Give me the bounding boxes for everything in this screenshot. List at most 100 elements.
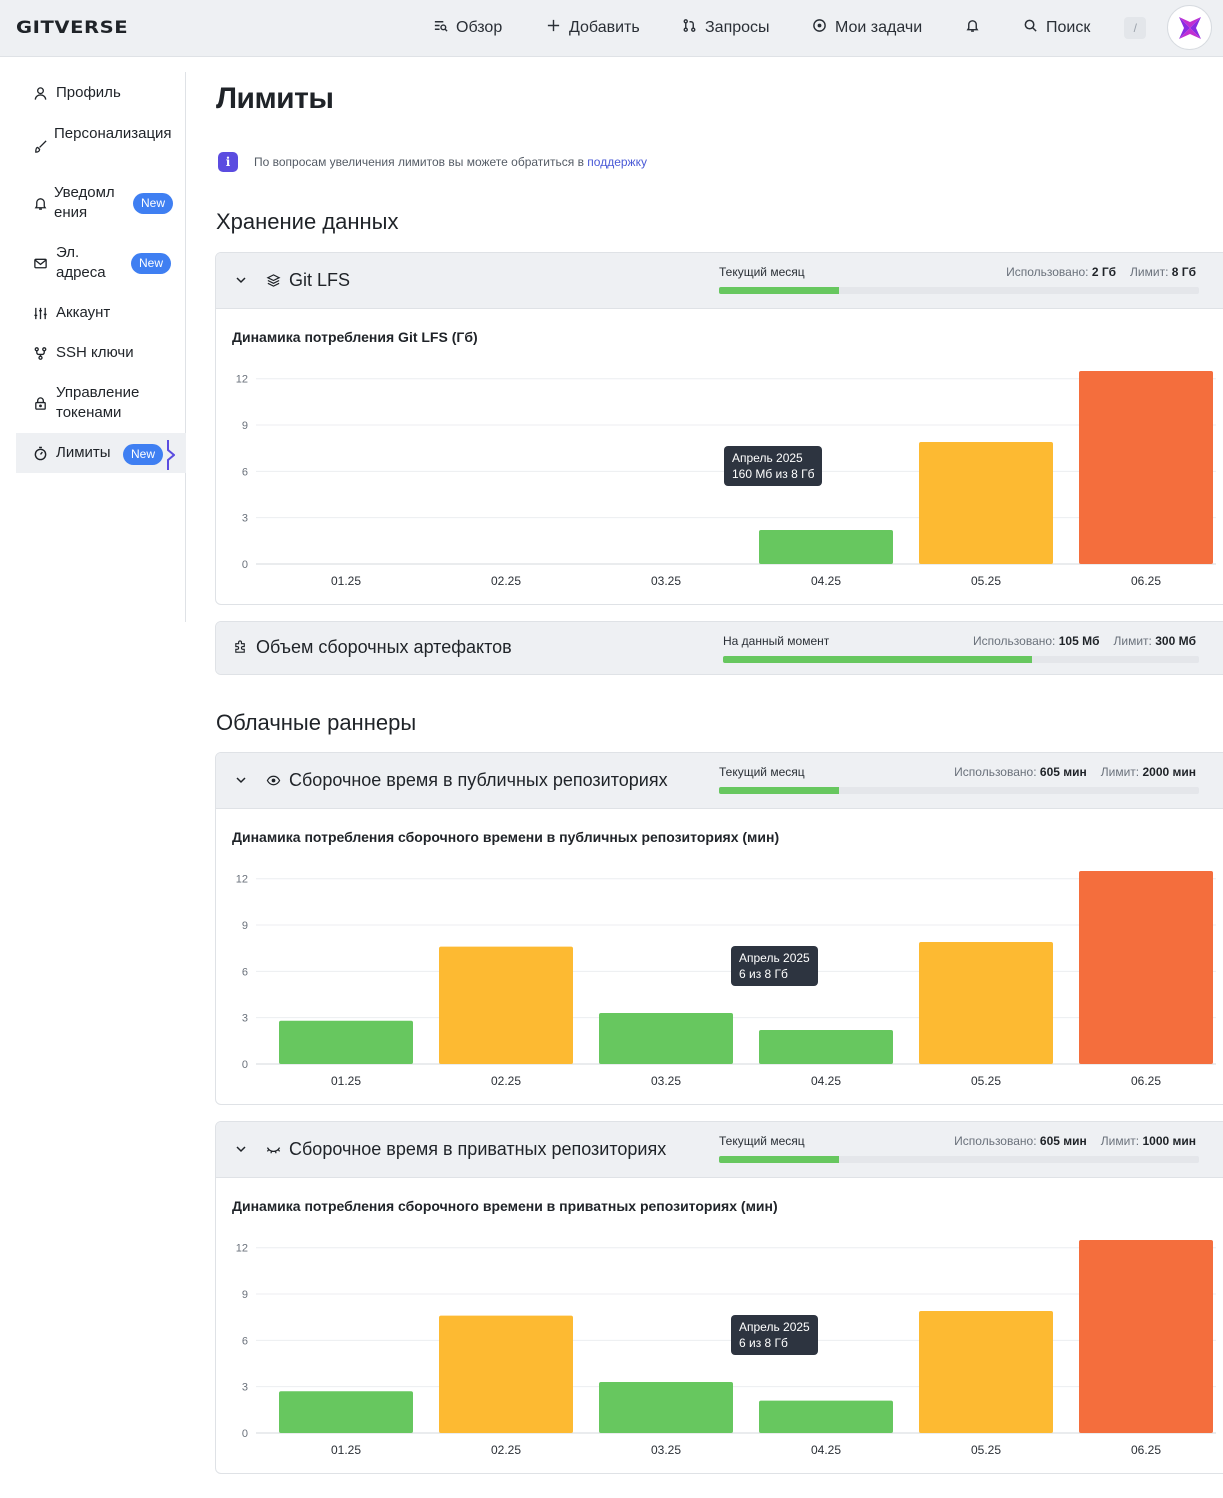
bar-06.25 (1079, 371, 1213, 564)
x-tick-label: 02.25 (491, 1443, 521, 1457)
y-tick-label: 3 (242, 1013, 248, 1025)
sidebar-item-tokens[interactable]: Управление токенами (16, 382, 186, 424)
issue-icon (812, 18, 827, 38)
bar-05.25 (919, 442, 1053, 564)
y-tick-label: 12 (236, 1243, 248, 1255)
bar-03.25 (599, 1382, 733, 1433)
info-banner: i По вопросам увеличения лимитов вы може… (218, 152, 647, 172)
sidebar-item-notifications[interactable]: Уведомл ения New (16, 182, 186, 224)
y-tick-label: 0 (242, 559, 248, 571)
new-badge: New (131, 253, 172, 274)
sidebar-item-label: SSH ключи (56, 344, 134, 361)
sidebar-item-label: Уведомл ения (54, 184, 115, 221)
panel-header[interactable]: Git LFS Текущий месяц Использовано: 2 Гб… (216, 253, 1223, 309)
sidebar-item-limits[interactable]: Лимиты New (16, 433, 186, 473)
chart-title: Динамика потребления Git LFS (Гб) (232, 329, 478, 345)
info-icon: i (218, 152, 238, 172)
sidebar-item-label: Управление токенами (56, 384, 140, 421)
support-link[interactable]: поддержку (587, 155, 647, 169)
usage-progress-bar (719, 287, 1199, 294)
y-tick-label: 9 (242, 920, 248, 932)
chevron-down-icon[interactable] (234, 1142, 248, 1156)
bar-04.25 (759, 1400, 893, 1433)
avatar-logo-icon (1178, 16, 1201, 39)
sidebar-item-ssh-keys[interactable]: SSH ключи (16, 342, 186, 364)
y-tick-label: 6 (242, 966, 248, 978)
bar-01.25 (279, 1391, 413, 1433)
sidebar-item-label: Аккаунт (56, 304, 111, 321)
panel-title: Git LFS (289, 270, 351, 290)
y-tick-label: 9 (242, 1289, 248, 1301)
x-tick-label: 01.25 (331, 1074, 361, 1088)
panel-header[interactable]: Сборочное время в публичных репозиториях… (216, 753, 1223, 809)
nav-requests[interactable]: Запросы (682, 17, 770, 39)
eye-icon (266, 775, 281, 786)
x-tick-label: 01.25 (331, 574, 361, 588)
x-tick-label: 05.25 (971, 1074, 1001, 1088)
private-build-time-chart: 0 3 6 9 12 01.25 02.25 03.25 04.25 05.25 06.25 (236, 1240, 1216, 1457)
x-tick-label: 04.25 (811, 1074, 841, 1088)
y-tick-label: 9 (242, 420, 248, 432)
avatar[interactable] (1167, 5, 1212, 50)
timer-icon (32, 445, 48, 461)
sidebar-item-profile[interactable]: Профиль (16, 82, 186, 104)
chevron-down-icon[interactable] (234, 773, 248, 787)
x-tick-label: 06.25 (1131, 1074, 1161, 1088)
panel-public-build-time: Сборочное время в публичных репозиториях… (215, 752, 1223, 1105)
usage-text: Использовано: 605 мин Лимит: 1000 мин (954, 1134, 1196, 1148)
bar-06.25 (1079, 1240, 1213, 1433)
usage-text: Использовано: 2 Гб Лимит: 8 Гб (1006, 265, 1196, 279)
overview-icon (433, 18, 448, 38)
chart-title: Динамика потребления сборочного времени … (232, 829, 780, 845)
x-tick-label: 01.25 (331, 1443, 361, 1457)
notifications-button[interactable] (965, 17, 980, 39)
usage-text: Использовано: 105 Мб Лимит: 300 Мб (973, 634, 1196, 648)
search-button[interactable]: Поиск / (1023, 17, 1147, 39)
bar-04.25 (759, 1030, 893, 1064)
search-icon (1023, 18, 1038, 38)
y-tick-label: 0 (242, 1059, 248, 1071)
new-badge: New (123, 444, 164, 465)
x-tick-label: 04.25 (811, 1443, 841, 1457)
sidebar-item-emails[interactable]: Эл. адреса New (16, 242, 186, 284)
chevron-down-icon[interactable] (234, 273, 248, 287)
y-tick-label: 3 (242, 1382, 248, 1394)
x-tick-label: 06.25 (1131, 1443, 1161, 1457)
usage-text: Использовано: 605 мин Лимит: 2000 мин (954, 765, 1196, 779)
nav-overview[interactable]: Обзор (433, 17, 502, 39)
new-badge: New (133, 193, 174, 214)
search-shortcut: / (1124, 17, 1147, 39)
nav-add-label: Добавить (569, 19, 640, 36)
bar-02.25 (439, 1315, 573, 1433)
logo[interactable]: GITVERSE (16, 18, 129, 38)
public-build-time-chart: 0 3 6 9 12 01.25 02.25 03.25 04.25 05.25 06.25 (236, 871, 1216, 1088)
bar-05.25 (919, 1311, 1053, 1433)
x-tick-label: 03.25 (651, 1443, 681, 1457)
nav-my-tasks[interactable]: Мои задачи (812, 17, 922, 39)
key-icon (32, 345, 48, 361)
period-label: На данный момент (723, 634, 830, 648)
panel-header[interactable]: Сборочное время в приватных репозиториях… (216, 1122, 1223, 1178)
x-tick-label: 05.25 (971, 1443, 1001, 1457)
sidebar-item-account[interactable]: Аккаунт (16, 302, 186, 324)
period-label: Текущий месяц (719, 265, 805, 279)
lfs-chart: 0 3 6 9 12 01.25 02.25 03.25 04.25 05.25 06.25 (236, 371, 1216, 588)
panel-title: Объем сборочных артефактов (256, 637, 512, 657)
sidebar-item-personalization[interactable]: Персонализация (16, 124, 186, 160)
y-tick-label: 6 (242, 1335, 248, 1347)
sidebar: Профиль Персонализация Уведомл ения New … (16, 72, 186, 622)
user-icon (32, 85, 48, 101)
usage-progress-bar (723, 656, 1199, 663)
panel-header[interactable]: Объем сборочных артефактов На данный мом… (216, 622, 1223, 674)
nav-add[interactable]: Добавить (546, 17, 640, 39)
x-tick-label: 05.25 (971, 574, 1001, 588)
sliders-icon (32, 305, 48, 321)
y-tick-label: 0 (242, 1428, 248, 1440)
chart-tooltip: Апрель 2025 6 из 8 Гб (731, 946, 818, 986)
sidebar-item-label: Лимиты (56, 444, 111, 461)
y-tick-label: 3 (242, 513, 248, 525)
panel-git-lfs: Git LFS Текущий месяц Использовано: 2 Гб… (215, 252, 1223, 605)
bar-06.25 (1079, 871, 1213, 1064)
active-marker (167, 440, 175, 470)
y-tick-label: 6 (242, 466, 248, 478)
